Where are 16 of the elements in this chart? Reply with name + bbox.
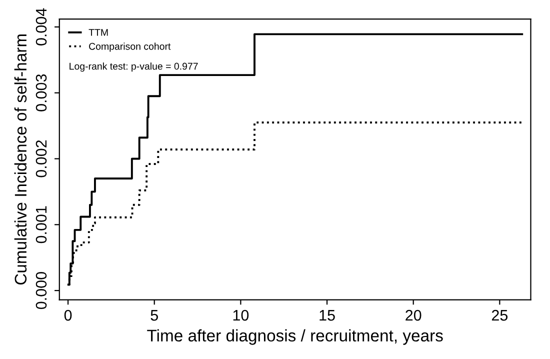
x-tick-label: 20 [406,310,422,321]
y-tick-label: 0.004 [36,8,47,46]
x-tick-label: 25 [492,310,508,321]
x-tick-label: 0 [64,310,72,321]
y-axis-title: Cumulative Incidence of self-harm [14,34,27,285]
y-tick-label: 0.002 [36,140,47,178]
legend-label: Comparison cohort [89,42,171,52]
legend-label: TTM [88,29,108,36]
x-tick-label: 15 [320,310,335,321]
x-axis-title: Time after diagnosis / recruitment, years [147,329,443,345]
x-tick-label: 5 [150,310,158,321]
y-tick-label: 0.003 [36,74,47,112]
x-tick-label: 10 [233,310,249,321]
y-tick-label: 0.001 [36,206,47,244]
y-tick-label: 0.000 [36,272,47,310]
annotation: Log-rank test: p-value = 0.977 [70,62,198,72]
